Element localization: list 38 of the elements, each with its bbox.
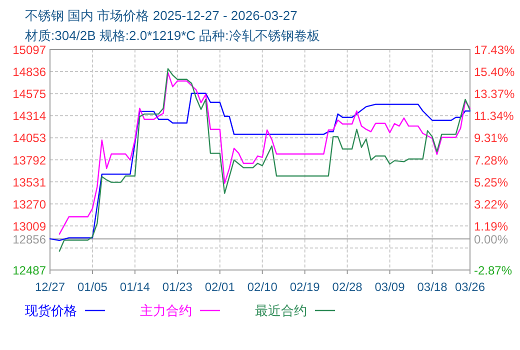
- chart-subtitle: 材质:304/2B 规格:2.0*1219*C 品种:冷轧不锈钢卷板: [24, 28, 320, 43]
- y-tick-label: 14053: [12, 131, 46, 146]
- x-tick-label: 02/19: [290, 280, 320, 294]
- chart-title: 不锈钢 国内 市场价格 2025-12-27 - 2026-03-27: [25, 8, 298, 23]
- y2-tick-label: 11.34%: [474, 109, 514, 124]
- y2-tick-label: 3.22%: [474, 197, 508, 212]
- y-tick-label: 14314: [12, 109, 46, 124]
- x-tick-label: 02/01: [204, 280, 236, 294]
- y-tick-label: 14836: [12, 65, 46, 80]
- y2-tick-label: 7.28%: [474, 153, 508, 168]
- y-tick-label: 13009: [12, 219, 46, 234]
- x-tick-label: 12/27: [34, 280, 66, 294]
- x-tick-label: 03/26: [454, 280, 486, 294]
- legend-label: 最近合约: [255, 303, 307, 318]
- y2-tick-label: 1.19%: [474, 219, 508, 234]
- y2-tick-label: 5.25%: [474, 175, 508, 190]
- y2-tick-label: 9.31%: [474, 131, 508, 146]
- y2-tick-label: 17.43%: [474, 43, 516, 57]
- y-tick-label: 12487: [12, 264, 46, 278]
- x-tick-label: 03/18: [417, 280, 448, 294]
- x-tick-label: 01/14: [120, 280, 150, 294]
- legend-label: 主力合约: [140, 303, 192, 318]
- y-tick-label: 14575: [12, 87, 46, 102]
- y-tick-label: 13792: [12, 153, 46, 168]
- x-tick-label: 03/09: [374, 280, 406, 294]
- y-tick-label: 15097: [12, 43, 46, 57]
- x-tick-label: 02/10: [247, 280, 278, 294]
- x-tick-label: 01/05: [77, 280, 108, 294]
- legend-label: 现货价格: [25, 303, 77, 318]
- y2-tick-label: 0.00%: [474, 232, 508, 246]
- x-tick-label: 01/23: [162, 280, 193, 294]
- y2-tick-label: 13.37%: [474, 87, 516, 102]
- ref-line-label: 12856: [12, 232, 46, 246]
- y2-tick-label: 15.40%: [474, 65, 516, 80]
- y-tick-label: 13270: [12, 197, 46, 212]
- y-tick-label: 13531: [12, 175, 46, 190]
- y2-tick-label: -2.87%: [474, 264, 512, 278]
- x-tick-label: 02/28: [332, 280, 363, 294]
